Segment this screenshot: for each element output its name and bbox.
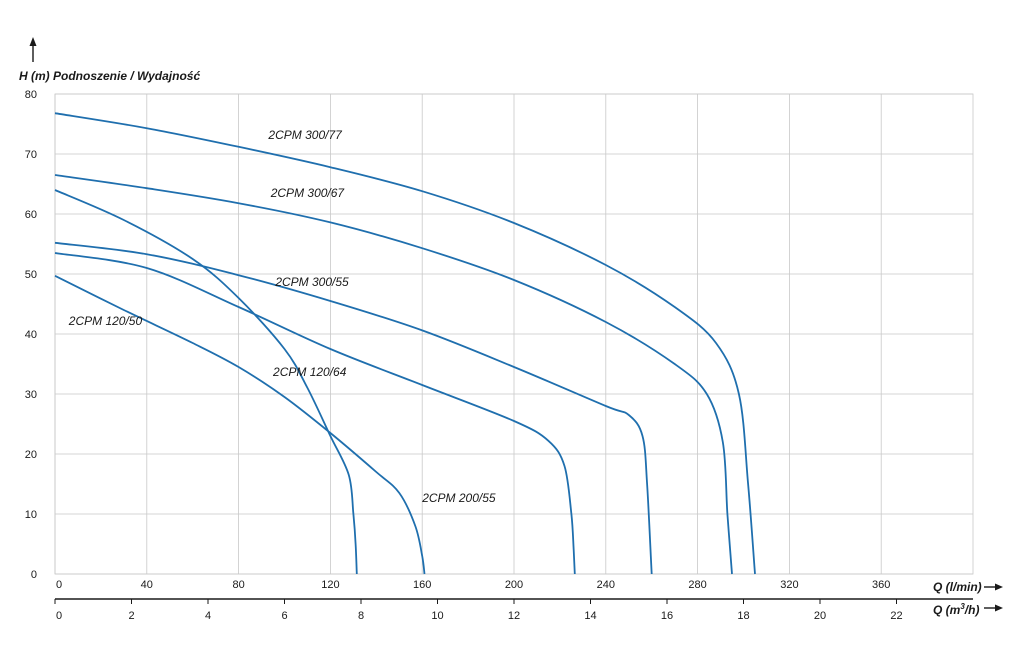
- label-2cpm-300-55: 2CPM 300/55: [274, 275, 349, 289]
- y-axis-unit: H (m): [19, 69, 50, 83]
- label-2cpm-200-55: 2CPM 200/55: [421, 491, 496, 505]
- curve-2cpm-300-67: [54, 174, 733, 575]
- label-2cpm-120-50: 2CPM 120/50: [68, 314, 143, 328]
- y-tick-10: 10: [25, 509, 37, 521]
- x-tick-m3h-22: 22: [890, 610, 902, 622]
- x-tick-lmin-360: 360: [872, 579, 890, 591]
- x-tick-lmin-120: 120: [321, 579, 339, 591]
- x-tick-m3h-6: 6: [281, 610, 287, 622]
- x-tick-m3h-4: 4: [205, 610, 211, 622]
- y-tick-30: 30: [25, 389, 37, 401]
- y-tick-0: 0: [31, 569, 37, 581]
- x-tick-m3h-12: 12: [508, 610, 520, 622]
- x-tick-m3h-14: 14: [584, 610, 596, 622]
- curve-2cpm-200-55: [54, 252, 576, 575]
- x-tick-lmin-160: 160: [413, 579, 431, 591]
- grid: [54, 93, 974, 575]
- x-tick-m3h-0: 0: [56, 610, 62, 622]
- x-tick-labels-lmin: 0 40 80 120 160 200 240 280 320 360: [56, 579, 890, 591]
- x-tick-lmin-280: 280: [688, 579, 706, 591]
- x-tick-m3h-10: 10: [431, 610, 443, 622]
- y-tick-60: 60: [25, 209, 37, 221]
- x-tick-m3h-18: 18: [737, 610, 749, 622]
- curves: [54, 112, 756, 575]
- x-tick-m3h-8: 8: [358, 610, 364, 622]
- y-axis-arrow: [29, 37, 37, 62]
- x-axis-arrow-lmin: [984, 583, 1003, 591]
- series-labels: 2CPM 300/77 2CPM 300/67 2CPM 300/55 2CPM 12…: [68, 128, 496, 505]
- x-tick-lmin-80: 80: [232, 579, 244, 591]
- curve-2cpm-300-77: [54, 112, 756, 575]
- y-axis-title: Podnoszenie / Wydajność: [53, 69, 200, 83]
- x-tick-labels-m3h: 0 2 4 6 8 10 12 14 16 18 20 22: [56, 610, 903, 622]
- label-2cpm-300-77: 2CPM 300/77: [267, 128, 343, 142]
- y-tick-70: 70: [25, 149, 37, 161]
- x-tick-m3h-16: 16: [661, 610, 673, 622]
- label-2cpm-120-64: 2CPM 120/64: [272, 365, 347, 379]
- x-tick-lmin-240: 240: [597, 579, 615, 591]
- x-axis-title-lmin: Q (l/min): [933, 580, 982, 594]
- x-tick-m3h-20: 20: [814, 610, 826, 622]
- x-tick-lmin-0: 0: [56, 579, 62, 591]
- secondary-axis-line: [54, 598, 973, 604]
- y-tick-labels: 0 10 20 30 40 50 60 70 80: [25, 89, 37, 581]
- y-tick-40: 40: [25, 329, 37, 341]
- x-axis-arrow-m3h: [984, 604, 1003, 612]
- x-tick-lmin-40: 40: [141, 579, 153, 591]
- x-axis-title-m3h: Q (m3/h): [933, 602, 979, 617]
- x-tick-lmin-200: 200: [505, 579, 523, 591]
- y-tick-50: 50: [25, 269, 37, 281]
- x-tick-m3h-2: 2: [128, 610, 134, 622]
- y-tick-80: 80: [25, 89, 37, 101]
- curve-2cpm-120-64: [54, 189, 358, 575]
- curve-2cpm-120-50: [54, 274, 426, 575]
- y-tick-20: 20: [25, 449, 37, 461]
- x-tick-lmin-320: 320: [780, 579, 798, 591]
- curve-2cpm-300-55: [54, 241, 653, 575]
- label-2cpm-300-67: 2CPM 300/67: [270, 186, 346, 200]
